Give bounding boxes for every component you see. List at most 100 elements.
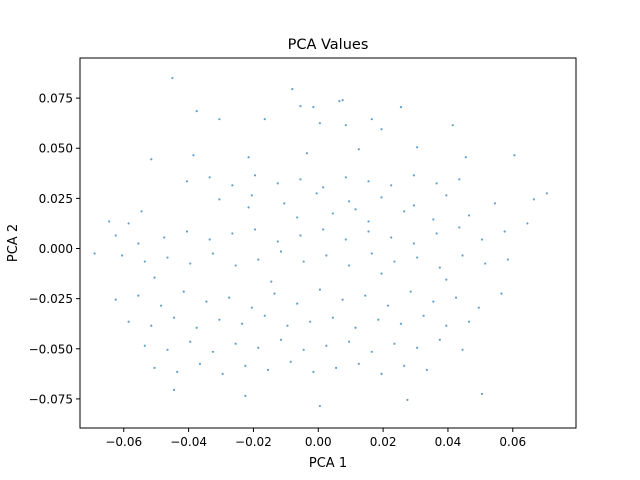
scatter-point	[435, 182, 438, 185]
scatter-point	[176, 370, 179, 373]
chart-title: PCA Values	[288, 37, 369, 53]
scatter-point	[403, 210, 406, 213]
scatter-point	[250, 194, 253, 197]
scatter-point	[461, 348, 464, 351]
scatter-point	[445, 324, 448, 327]
scatter-point	[263, 314, 266, 317]
scatter-point	[390, 184, 393, 187]
scatter-point	[506, 258, 510, 261]
scatter-point	[257, 346, 260, 349]
scatter-point	[234, 264, 237, 267]
scatter-point	[322, 186, 325, 189]
scatter-point	[279, 338, 283, 341]
scatter-point	[195, 326, 198, 329]
scatter-point	[166, 256, 169, 259]
scatter-point	[153, 366, 156, 369]
scatter-point	[422, 314, 425, 317]
scatter-point	[364, 294, 367, 297]
scatter-point	[137, 242, 140, 245]
scatter-point	[432, 300, 435, 303]
scatter-point	[114, 298, 117, 301]
scatter-point	[500, 292, 503, 295]
scatter-point	[289, 360, 292, 363]
x-tick-label: 0.06	[499, 435, 526, 449]
scatter-point	[435, 232, 438, 235]
scatter-point	[231, 184, 234, 187]
y-axis-label: PCA 2	[6, 224, 21, 262]
scatter-point	[143, 260, 146, 263]
scatter-point	[347, 340, 351, 343]
scatter-point	[377, 318, 380, 321]
scatter-point	[386, 304, 390, 307]
scatter-point	[412, 242, 416, 245]
scatter-point	[299, 105, 302, 108]
scatter-point	[221, 372, 224, 375]
x-axis-label: PCA 1	[309, 456, 347, 471]
scatter-point	[484, 262, 487, 265]
scatter-point	[189, 340, 192, 343]
scatter-point	[127, 222, 130, 225]
scatter-point	[205, 300, 208, 303]
scatter-point	[185, 230, 189, 233]
scatter-point	[354, 326, 357, 329]
y-tick-label: −0.075	[29, 392, 73, 406]
scatter-point	[526, 222, 529, 225]
scatter-point	[445, 194, 448, 197]
scatter-point	[182, 290, 185, 293]
scatter-point	[380, 128, 383, 131]
scatter-point	[244, 394, 247, 398]
scatter-point	[127, 320, 130, 323]
scatter-point	[108, 220, 111, 223]
x-tick-label: −0.02	[235, 435, 272, 449]
scatter-point	[480, 392, 484, 396]
scatter-point	[461, 254, 464, 257]
x-tick-label: 0.02	[370, 435, 397, 449]
scatter-point	[399, 322, 403, 325]
scatter-point	[335, 366, 338, 369]
scatter-point	[367, 230, 370, 233]
scatter-point	[121, 254, 124, 257]
scatter-point	[338, 100, 341, 103]
x-tick-label: 0.04	[435, 435, 462, 449]
scatter-points	[93, 76, 548, 408]
scatter-point	[409, 290, 412, 293]
scatter-point	[341, 99, 344, 102]
scatter-point	[302, 260, 305, 263]
scatter-point	[189, 262, 192, 265]
scatter-point	[416, 346, 419, 349]
y-tick-label: −0.050	[29, 342, 73, 356]
x-tick-label: −0.04	[170, 435, 207, 449]
scatter-point	[380, 372, 383, 375]
scatter-point	[513, 154, 516, 157]
scatter-point	[545, 192, 548, 195]
scatter-point	[467, 320, 471, 323]
scatter-point	[240, 322, 244, 325]
scatter-point	[270, 280, 273, 283]
scatter-point	[211, 252, 215, 255]
scatter-point	[464, 156, 467, 159]
scatter-point	[331, 316, 334, 319]
scatter-point	[171, 76, 174, 80]
scatter-point	[406, 398, 409, 402]
scatter-point	[370, 350, 373, 353]
scatter-point	[218, 198, 221, 201]
scatter-point	[451, 124, 454, 127]
scatter-point	[250, 306, 253, 309]
scatter-point	[291, 87, 294, 91]
scatter-point	[493, 202, 497, 205]
y-tick-label: 0.025	[39, 192, 73, 206]
scatter-point	[228, 296, 231, 299]
scatter-point	[273, 292, 276, 295]
scatter-point	[208, 176, 211, 179]
scatter-point	[318, 122, 321, 125]
scatter-point	[412, 174, 416, 177]
scatter-point	[305, 152, 309, 155]
scatter-point	[137, 294, 140, 297]
scatter-point	[399, 106, 403, 109]
plot-area-frame	[79, 57, 577, 429]
scatter-point	[266, 368, 270, 371]
scatter-point	[276, 182, 279, 185]
scatter-point	[163, 236, 166, 239]
scatter-point	[344, 124, 347, 127]
scatter-point	[403, 364, 406, 367]
